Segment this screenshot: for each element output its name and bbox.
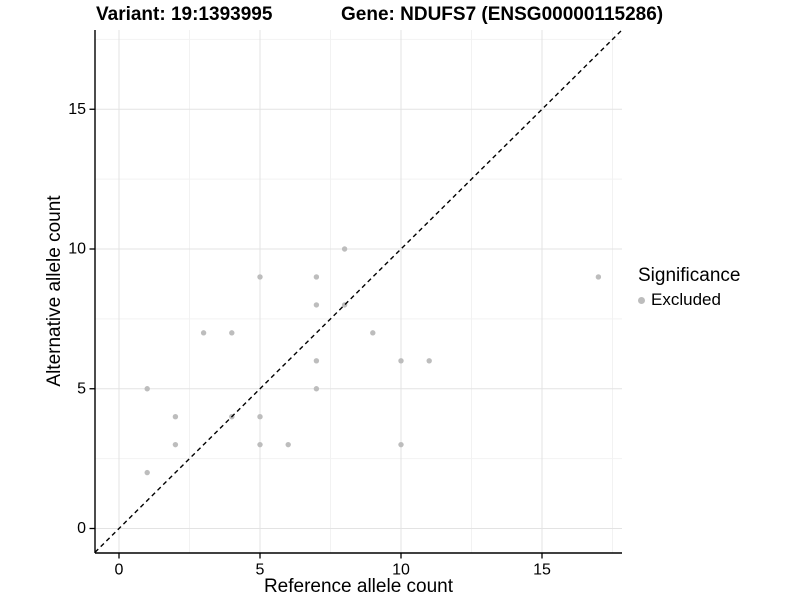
plot-title-variant: Variant: 19:1393995 xyxy=(96,4,273,25)
data-point xyxy=(172,441,179,448)
y-tick-label: 5 xyxy=(77,380,86,397)
legend: Significance Excluded xyxy=(638,265,740,310)
data-point xyxy=(257,274,263,280)
x-tick-label: 5 xyxy=(256,562,265,579)
data-point xyxy=(313,358,320,364)
y-tick-label: 10 xyxy=(68,241,86,258)
data-point xyxy=(144,386,150,392)
data-point xyxy=(341,246,348,252)
data-point xyxy=(313,386,320,392)
data-point xyxy=(370,330,376,336)
data-point xyxy=(313,302,320,308)
y-tick-label: 15 xyxy=(68,101,86,118)
data-point xyxy=(313,274,320,280)
legend-item-excluded: Excluded xyxy=(638,290,740,310)
y-tick-label: 0 xyxy=(77,520,86,537)
x-tick-label: 0 xyxy=(115,562,124,579)
data-point xyxy=(257,441,263,448)
data-point xyxy=(595,274,602,280)
data-point xyxy=(172,414,179,420)
x-tick-label: 15 xyxy=(533,562,551,579)
data-point xyxy=(144,469,150,476)
legend-title: Significance xyxy=(638,265,741,286)
data-point xyxy=(398,441,404,448)
legend-point-icon xyxy=(638,296,645,304)
x-axis-label: Reference allele count xyxy=(263,576,454,597)
data-point xyxy=(200,330,207,336)
legend-item-label: Excluded xyxy=(651,290,721,309)
data-point xyxy=(257,414,263,420)
data-point xyxy=(229,330,235,336)
data-point xyxy=(285,441,291,448)
data-point xyxy=(398,358,404,364)
data-point xyxy=(426,358,432,364)
plot-title-gene: Gene: NDUFS7 (ENSG00000115286) xyxy=(341,4,664,25)
identity-reference-line xyxy=(94,29,623,553)
x-tick-label: 10 xyxy=(392,562,410,579)
